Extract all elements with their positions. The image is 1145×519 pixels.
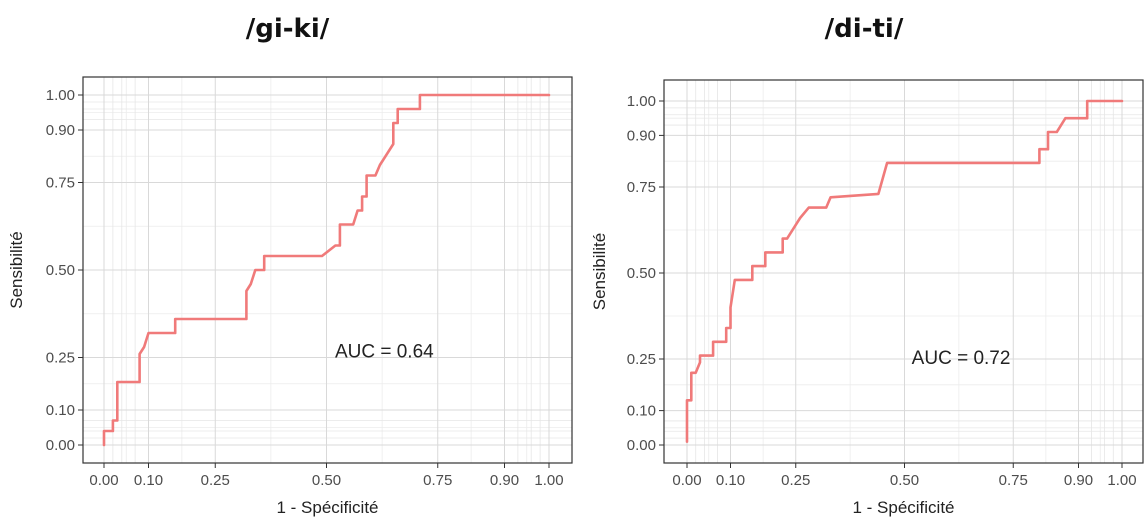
x-axis-label: 1 - Spécificité xyxy=(852,498,954,517)
x-tick-label: 0.90 xyxy=(1064,472,1093,489)
y-tick-label: 1.00 xyxy=(627,93,656,110)
x-tick-label: 0.50 xyxy=(312,472,341,489)
grid xyxy=(664,80,1143,463)
y-axis-label: Sensibilité xyxy=(590,233,609,311)
roc-curve-line xyxy=(685,99,1124,443)
auc-annotation: AUC = 0.64 xyxy=(335,342,434,363)
roc-plot: 0.00 0.10 0.25 0.50 0.75 0.90 1.00 0.00 0.10 0.25… xyxy=(7,76,573,517)
y-tick-label: 1.00 xyxy=(46,87,75,104)
y-tick-label: 0.25 xyxy=(627,351,656,368)
y-axis-label: Sensibilité xyxy=(7,231,26,309)
x-tick-label: 0.75 xyxy=(999,472,1028,489)
x-tick-label: 1.00 xyxy=(1107,472,1136,489)
y-tick-label: 0.90 xyxy=(46,122,75,139)
auc-annotation: AUC = 0.72 xyxy=(912,348,1011,369)
y-tick-label: 0.50 xyxy=(627,265,656,282)
y-tick-label: 0.25 xyxy=(46,350,75,367)
x-axis-label: 1 - Spécificité xyxy=(276,498,378,517)
chart-title: /di-ti/ xyxy=(824,14,904,44)
y-tick-label: 0.75 xyxy=(46,175,75,192)
y-tick-label: 0.10 xyxy=(627,403,656,420)
x-tick-label: 0.75 xyxy=(423,472,452,489)
roc-chart-gi-ki: /gi-ki/ 0.00 0.10 0.25 0.50 0.75 0.90 1.00 0.00… xyxy=(7,14,573,517)
roc-chart-di-ti: /di-ti/ 0.00 0.10 0.25 0.50 0.75 0.90 1.00 0.00… xyxy=(583,0,1145,519)
x-tick-label: 0.25 xyxy=(201,472,230,489)
chart-title: /gi-ki/ xyxy=(245,14,330,44)
y-tick-label: 0.00 xyxy=(46,437,75,454)
x-tick-label: 0.10 xyxy=(134,472,163,489)
x-tick-label: 0.50 xyxy=(890,472,919,489)
plot-background xyxy=(664,80,1143,463)
x-tick-label: 0.10 xyxy=(716,472,745,489)
y-tick-label: 0.00 xyxy=(627,437,656,454)
x-tick-label: 1.00 xyxy=(534,472,563,489)
grid xyxy=(83,77,572,463)
x-tick-label: 0.00 xyxy=(672,472,701,489)
y-tick-label: 0.75 xyxy=(627,179,656,196)
y-tick-label: 0.90 xyxy=(627,127,656,144)
x-tick-label: 0.90 xyxy=(490,472,519,489)
y-tick-label: 0.10 xyxy=(46,402,75,419)
y-tick-label: 0.50 xyxy=(46,262,75,279)
roc-curve-line xyxy=(102,93,551,447)
roc-plot: 0.00 0.10 0.25 0.50 0.75 0.90 1.00 0.00 0.10 0.25… xyxy=(590,79,1144,517)
x-tick-label: 0.25 xyxy=(781,472,810,489)
x-tick-label: 0.00 xyxy=(89,472,118,489)
plot-border xyxy=(663,79,1144,464)
